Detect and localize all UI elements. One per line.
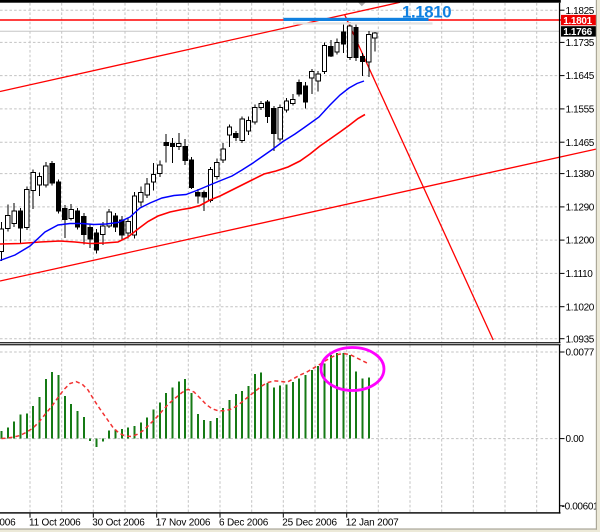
svg-text:1.1380: 1.1380 xyxy=(566,169,595,180)
svg-text:1.1465: 1.1465 xyxy=(566,138,595,149)
svg-text:1.1290: 1.1290 xyxy=(566,203,595,214)
svg-text:6 Dec 2006: 6 Dec 2006 xyxy=(219,517,269,528)
svg-text:1.0935: 1.0935 xyxy=(566,334,595,345)
svg-text:1.1110: 1.1110 xyxy=(566,269,594,280)
svg-text:1.1825: 1.1825 xyxy=(566,6,595,17)
svg-text:1.1555: 1.1555 xyxy=(566,105,595,116)
svg-text:1.1766: 1.1766 xyxy=(563,27,592,38)
svg-text:11 Oct 2006: 11 Oct 2006 xyxy=(29,517,81,528)
svg-text:1.1020: 1.1020 xyxy=(566,302,595,313)
svg-text:0.00: 0.00 xyxy=(566,434,585,445)
svg-text:-0.00601: -0.00601 xyxy=(562,501,599,512)
svg-text:1.1735: 1.1735 xyxy=(566,38,595,49)
svg-text:0.0077: 0.0077 xyxy=(566,348,595,359)
svg-text:1.1645: 1.1645 xyxy=(566,71,595,82)
svg-text:12 Jan 2007: 12 Jan 2007 xyxy=(346,517,399,528)
svg-text:1.1810: 1.1810 xyxy=(402,2,451,21)
svg-text:1.1801: 1.1801 xyxy=(563,16,592,27)
svg-text:2006: 2006 xyxy=(0,517,16,528)
svg-text:30 Oct 2006: 30 Oct 2006 xyxy=(92,517,145,528)
svg-text:1.1200: 1.1200 xyxy=(566,236,595,247)
svg-text:17 Nov 2006: 17 Nov 2006 xyxy=(156,517,211,528)
svg-text:25 Dec 2006: 25 Dec 2006 xyxy=(282,517,337,528)
